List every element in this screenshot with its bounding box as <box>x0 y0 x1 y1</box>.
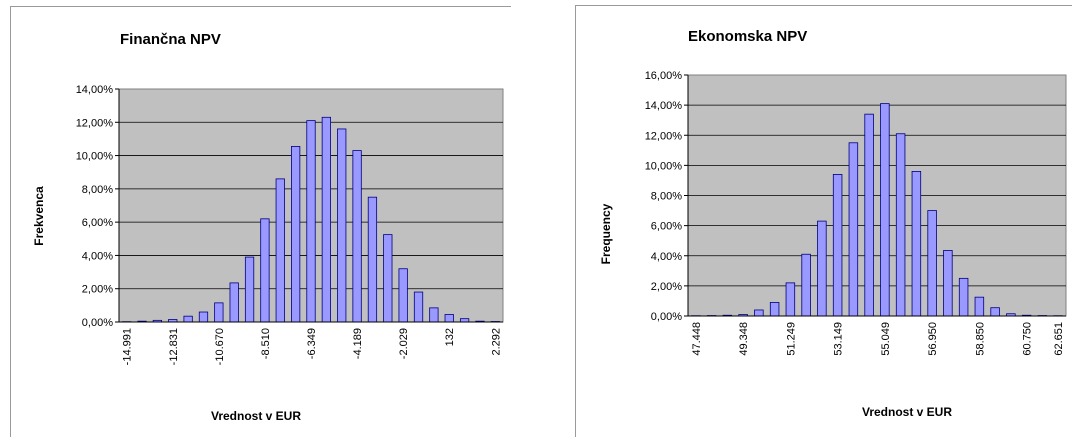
x-tick-label: 56.950 <box>927 322 939 356</box>
x-tick-label: 49.348 <box>738 322 750 356</box>
bar <box>399 269 407 322</box>
x-tick-label: 60.750 <box>1022 322 1034 356</box>
y-tick-label: 14,00% <box>76 84 114 96</box>
x-tick-label: 58.850 <box>974 322 986 356</box>
bar <box>755 310 764 316</box>
bar <box>959 278 968 316</box>
bar <box>322 117 330 322</box>
y-tick-label: 8,00% <box>82 184 113 196</box>
bar <box>881 104 890 316</box>
x-tick-label: 53.149 <box>833 322 845 356</box>
x-tick-label: -2.029 <box>398 328 410 359</box>
x-tick-label: 2.292 <box>490 328 502 356</box>
bar <box>215 303 223 322</box>
x-tick-label: -8.510 <box>260 328 272 359</box>
bar <box>368 197 376 322</box>
bar <box>802 254 811 316</box>
bar <box>245 257 253 322</box>
x-tick-label: -6.349 <box>306 328 318 359</box>
bar <box>770 302 779 316</box>
bar <box>199 312 207 322</box>
bar <box>384 235 392 322</box>
y-axis-label: Frekvenca <box>32 186 46 246</box>
y-tick-label: 14,00% <box>645 100 683 112</box>
x-tick-label: -12.831 <box>168 328 180 365</box>
bar <box>337 129 345 322</box>
x-tick-label: -4.189 <box>352 328 364 359</box>
bar <box>991 308 1000 316</box>
y-tick-label: 8,00% <box>651 191 682 203</box>
y-tick-label: 4,00% <box>651 251 682 263</box>
chart-svg-ekonomska: Ekonomska NPV Vrednost v EUR Frequency 0… <box>576 6 1072 437</box>
chart-financna-npv: Finančna NPV Vrednost v EUR Frekvenca 0,… <box>10 6 511 437</box>
bar <box>230 283 238 322</box>
bar <box>414 292 422 322</box>
y-tick-label: 6,00% <box>82 217 113 229</box>
plot-area: 0,00% 2,00% 4,00% 6,00% 8,00% 10,00% 12,00% 14,… <box>645 70 1066 356</box>
chart-title: Ekonomska NPV <box>688 28 807 45</box>
x-tick-label: 47.448 <box>691 322 703 356</box>
bar <box>291 146 299 322</box>
x-tick-label: -10.670 <box>214 328 226 365</box>
bar <box>445 315 453 322</box>
y-tick-label: 10,00% <box>76 151 114 163</box>
chart-ekonomska-npv: Ekonomska NPV Vrednost v EUR Frequency 0… <box>575 5 1072 437</box>
bar <box>430 308 438 322</box>
x-axis-label: Vrednost v EUR <box>211 409 301 423</box>
y-axis-label: Frequency <box>599 203 613 264</box>
y-tick-label: 12,00% <box>76 117 114 129</box>
bar <box>184 316 192 322</box>
y-tick-label: 12,00% <box>645 130 683 142</box>
plot-area: 0,00% 2,00% 4,00% 6,00% 8,00% 10,00% 12,00% 14,… <box>76 84 503 365</box>
bar <box>912 171 921 316</box>
y-tick-label: 16,00% <box>645 70 683 82</box>
bar <box>896 134 905 316</box>
y-tick-label: 4,00% <box>82 250 113 262</box>
chart-svg-financna: Finančna NPV Vrednost v EUR Frekvenca 0,… <box>11 7 511 437</box>
x-tick-label: 132 <box>444 328 456 346</box>
y-tick-label: 0,00% <box>82 317 113 329</box>
x-tick-label: -14.991 <box>122 328 134 365</box>
x-tick-label: 62.651 <box>1053 322 1065 356</box>
bar <box>865 114 874 316</box>
bar <box>818 221 827 316</box>
bar <box>849 143 858 316</box>
bar <box>353 151 361 322</box>
x-axis-label: Vrednost v EUR <box>862 405 952 419</box>
y-tick-label: 2,00% <box>651 281 682 293</box>
bar <box>276 179 284 322</box>
x-tick-label: 55.049 <box>880 322 892 356</box>
y-tick-label: 2,00% <box>82 284 113 296</box>
x-tick-label: 51.249 <box>785 322 797 356</box>
y-tick-label: 10,00% <box>645 160 683 172</box>
bar <box>944 250 953 316</box>
y-tick-label: 0,00% <box>651 311 682 323</box>
bar <box>786 283 795 316</box>
y-tick-label: 6,00% <box>651 221 682 233</box>
chart-title: Finančna NPV <box>120 31 221 48</box>
bar <box>928 211 937 316</box>
bar <box>261 219 269 322</box>
bar <box>975 297 984 316</box>
bar <box>307 121 315 322</box>
bar <box>833 174 842 316</box>
